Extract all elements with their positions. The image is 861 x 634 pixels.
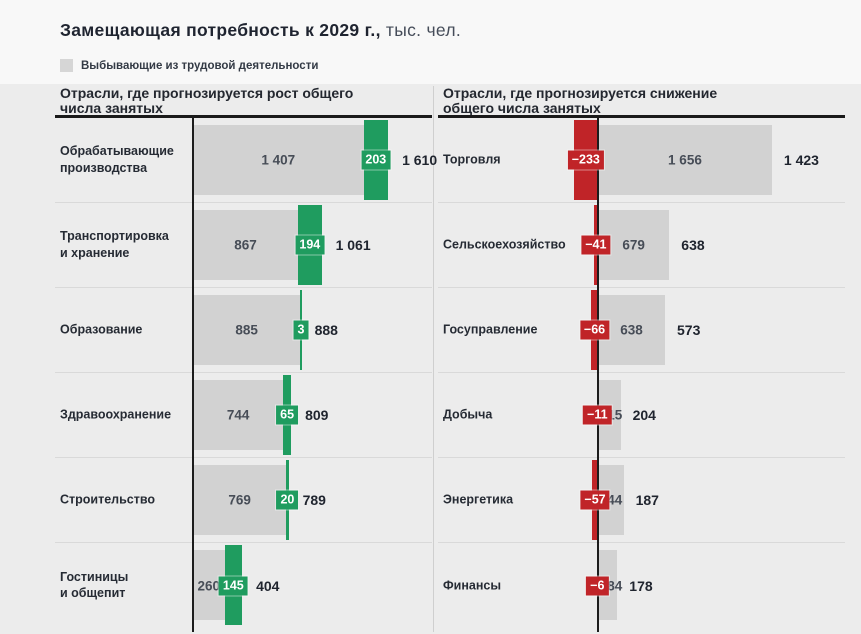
industry-label: Сельскоехозяйство [443,237,566,252]
growth-value-chip: 20 [276,490,299,510]
industry-label: Госуправление [443,322,538,337]
decline-value-chip: −66 [579,320,610,340]
leaving-value: 1 656 [668,152,702,168]
total-value: 809 [305,407,329,423]
chart-title: Замещающая потребность к 2029 г., тыс. ч… [60,20,461,41]
industry-label: Торговля [443,152,501,167]
legend: Выбывающие из трудовой деятельности [60,59,318,72]
panel-decline-heading: Отрасли, где прогнозируется снижение общ… [443,85,718,116]
chart-row: Обрабатывающие производства 1 407 203 1 610 [55,118,437,203]
row-plot: 679 −41 638 [438,203,845,287]
industry-label: Образование [60,322,143,337]
row-plot: 744 65 809 [55,373,432,457]
growth-value-chip: 203 [361,150,391,170]
total-value: 1 423 [783,152,819,168]
chart-row: Сельскоехозяйство 679 −41 638 [438,203,845,288]
axis-line [597,115,599,632]
rows-container: Обрабатывающие производства 1 407 203 1 610… [55,118,437,628]
row-plot: 260 145 404 [55,543,432,628]
leaving-value: 260 [197,578,221,593]
growth-value-chip: 65 [276,405,299,425]
chart-row: Гостиницы и общепит 260 145 404 [55,543,432,628]
leaving-bar [193,380,284,450]
industry-label: Гостиницы и общепит [60,569,129,601]
row-plot: 244 −57 187 [438,458,845,542]
decline-value-chip: −11 [583,405,612,425]
total-value: 404 [256,577,280,594]
chart-row: Строительство 769 20 789 [55,458,432,543]
decline-value-chip: −233 [567,150,604,170]
leaving-value: 744 [226,407,250,423]
growth-value-chip: 194 [295,235,325,255]
industry-label: Строительство [60,492,156,507]
leaving-value: 885 [235,322,258,338]
axis-topline [55,115,432,118]
total-value: 1 061 [335,237,371,253]
leaving-bar [193,465,287,535]
panel-growth-heading: Отрасли, где прогнозируется рост общего … [60,85,354,116]
axis-line [192,115,194,632]
axis-topline [438,115,845,118]
industry-label: Финансы [443,578,502,593]
chart-row: Энергетика 244 −57 187 [438,458,845,543]
chart-row: Финансы 184 −6 178 [438,543,845,628]
row-plot: 885 3 888 [55,288,432,372]
panel-divider [433,86,434,632]
decline-value-chip: −41 [581,235,611,255]
decline-value-chip: −6 [586,576,609,595]
legend-label: Выбывающие из трудовой деятельности [81,59,319,72]
leaving-bar [598,125,772,195]
chart-title-main: Замещающая потребность к 2029 г., [60,20,381,40]
growth-value-chip: 3 [293,320,309,340]
leaving-value: 867 [234,237,257,253]
leaving-bar [193,295,301,365]
industry-label: Здравоохранение [60,407,172,422]
leaving-value: 679 [622,237,645,253]
chart-row: Здравоохранение 744 65 809 [55,373,432,458]
industry-label: Транспортировка и хранение [60,229,169,260]
total-value: 204 [632,407,656,423]
row-plot: 1 407 203 1 610 [55,118,437,202]
row-plot: 184 −6 178 [438,543,845,628]
total-value: 187 [635,492,659,508]
chart-title-unit: тыс. чел. [380,20,462,40]
total-value: 789 [302,492,326,508]
leaving-value: 769 [228,492,251,508]
leaving-value: 638 [620,322,643,338]
leaving-bar [193,125,364,195]
panel-growth: Отрасли, где прогнозируется рост общего … [55,85,437,632]
chart-row: Госуправление 638 −66 573 [438,288,845,373]
growth-value-chip: 145 [218,576,248,595]
rows-container: Торговля 1 656 −233 1 423 Сельскоехозяйство 6… [438,118,845,628]
decline-value-chip: −57 [580,490,610,510]
row-plot: 867 194 1 061 [55,203,432,287]
row-plot: 1 656 −233 1 423 [438,118,845,202]
chart-row: Образование 885 3 888 [55,288,432,373]
leaving-bar [598,295,665,365]
total-value: 888 [314,322,338,338]
panel-decline: Отрасли, где прогнозируется снижение общ… [438,86,845,632]
row-plot: 769 20 789 [55,458,432,542]
chart-row: Транспортировка и хранение 867 194 1 061 [55,203,432,288]
row-plot: 638 −66 573 [438,288,845,372]
leaving-bar [193,210,299,280]
total-value: 1 610 [402,152,438,168]
industry-label: Добыча [443,407,493,422]
header-band [0,0,861,84]
total-value: 638 [681,237,705,253]
legend-swatch-icon [60,59,73,72]
leaving-value: 1 407 [261,152,296,168]
industry-label: Обрабатывающие производства [60,144,174,175]
industry-label: Энергетика [443,492,514,507]
total-value: 178 [629,577,653,594]
chart-row: Торговля 1 656 −233 1 423 [438,118,845,203]
total-value: 573 [677,322,701,338]
